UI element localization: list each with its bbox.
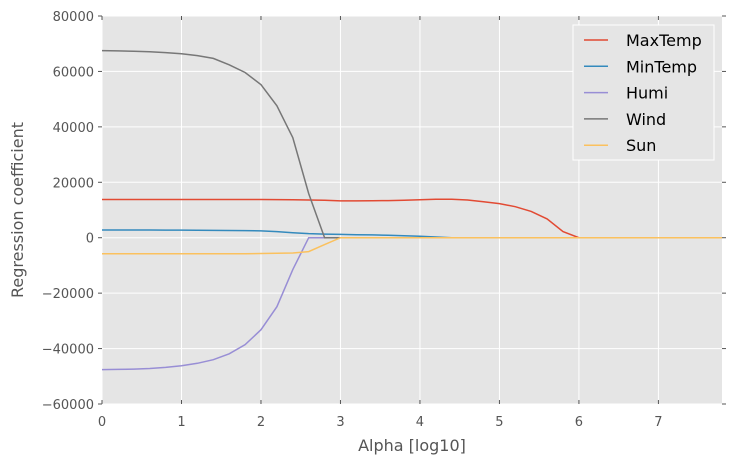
x-tick-label: 3 (336, 415, 344, 430)
y-tick-label: 40000 (53, 121, 94, 136)
series-lines (101, 49, 722, 371)
x-tick-label: 1 (177, 415, 185, 430)
x-axis-title: Alpha [log10] (358, 436, 466, 455)
x-tick-label: 7 (654, 415, 662, 430)
y-tick-label: 20000 (53, 176, 94, 191)
y-axis-title: Regression coefficient (8, 122, 27, 298)
x-tick-label: 4 (416, 415, 424, 430)
x-tick-label: 5 (495, 415, 503, 430)
axis-ticks (98, 15, 726, 405)
legend-label-humi: Humi (626, 84, 668, 103)
x-axis-tick-labels: 0 1 2 3 4 5 6 7 (98, 415, 663, 430)
legend-label-mintemp: MinTemp (626, 57, 697, 76)
y-tick-label: 80000 (53, 10, 94, 25)
y-tick-label: 60000 (53, 65, 94, 80)
y-axis-tick-labels: −60000 −40000 −20000 0 20000 40000 60000 80000 (42, 10, 94, 413)
y-tick-label: −20000 (42, 287, 94, 302)
x-tick-label: 2 (257, 415, 265, 430)
y-tick-label: −60000 (42, 398, 94, 413)
legend-label-maxtemp: MaxTemp (626, 31, 702, 50)
legend: MaxTemp MinTemp Humi Wind Sun (572, 24, 715, 161)
x-tick-label: 6 (575, 415, 583, 430)
y-tick-label: −40000 (42, 343, 94, 358)
y-tick-label: 0 (86, 232, 94, 247)
legend-label-sun: Sun (626, 136, 656, 155)
x-tick-label: 0 (98, 415, 106, 430)
legend-label-wind: Wind (626, 110, 666, 129)
series-line-sun (102, 236, 722, 255)
